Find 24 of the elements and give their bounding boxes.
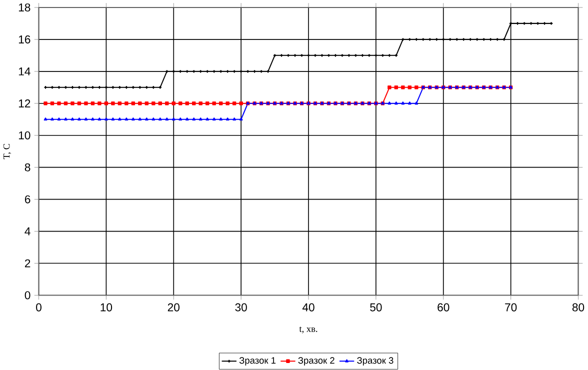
x-tick-label: 60	[438, 304, 450, 312]
x-tick-label: 50	[370, 304, 382, 312]
y-tick-label: 6	[24, 196, 30, 204]
x-tick-label: 0	[36, 304, 42, 312]
y-tick-label: 10	[18, 132, 30, 140]
x-tick-label: 40	[302, 304, 314, 312]
legend-label: Зразок 3	[357, 357, 394, 366]
y-tick-label: 8	[24, 164, 30, 172]
y-tick-label: 4	[24, 228, 30, 236]
y-tick-label: 16	[18, 36, 30, 44]
x-axis-title: t, хв.	[299, 326, 318, 334]
x-tick-label: 10	[100, 304, 112, 312]
x-tick-label: 30	[235, 304, 247, 312]
x-tick-label: 70	[505, 304, 517, 312]
legend-label: Зразок 2	[298, 357, 334, 366]
legend-label: Зразок 1	[239, 357, 276, 366]
y-tick-label: 12	[18, 100, 30, 108]
y-tick-label: 18	[18, 4, 30, 12]
y-tick-label: 0	[24, 291, 30, 300]
x-tick-label: 80	[572, 304, 584, 312]
y-axis-title: T, C	[3, 144, 12, 160]
y-tick-label: 2	[24, 260, 30, 268]
y-tick-label: 14	[18, 68, 30, 76]
x-tick-label: 20	[168, 304, 180, 312]
